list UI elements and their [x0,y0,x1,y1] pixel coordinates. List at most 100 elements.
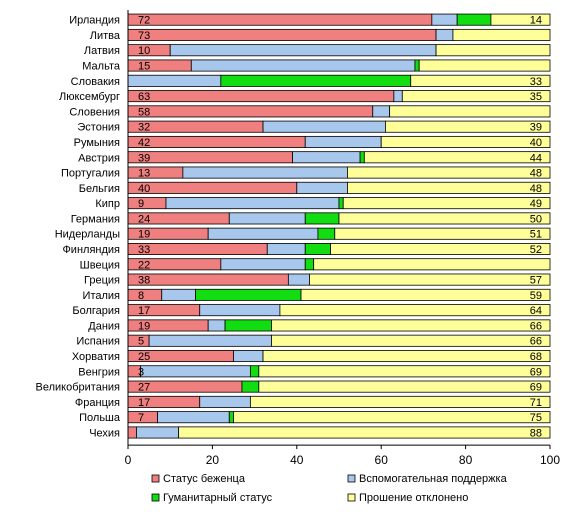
bar-segment [249,365,260,378]
bar-segment [127,288,163,301]
bar-segment [414,59,420,72]
bar-segment [233,350,264,363]
category-label: Польша [79,412,121,424]
bar-segment [182,166,348,179]
data-label: 88 [530,427,542,439]
data-label: 35 [530,91,542,103]
bar-segment [304,135,382,148]
bar-segment [136,426,180,439]
data-label: 39 [530,122,542,134]
data-label: 40 [530,137,542,149]
category-label: Венгрия [78,366,120,378]
legend-swatch [347,474,356,483]
bar-segment [287,273,310,286]
data-label: 71 [530,397,542,409]
legend-label: Гуманитарный статус [163,492,273,504]
data-label: 75 [530,412,542,424]
data-label: 10 [138,45,150,57]
data-label: 14 [530,15,542,27]
data-label: 48 [530,183,542,195]
bar-segment [372,105,391,118]
data-label: 7 [138,412,144,424]
data-label: 51 [530,229,542,241]
category-label: Франция [75,397,120,409]
data-label: 24 [138,213,150,225]
data-label: 19 [138,229,150,241]
x-tick-label: 20 [206,453,220,467]
data-label: 13 [138,168,150,180]
category-label: Дания [88,320,120,332]
bar-segment [342,197,551,210]
bar-segment [292,151,361,164]
bar-segment [127,181,298,194]
category-label: Литва [90,30,121,42]
bar-segment [300,288,551,301]
category-label: Нидерланды [55,229,120,241]
bar-segment [393,90,403,103]
category-label: Болгария [72,305,120,317]
bar-segment [224,319,272,332]
bar-segment [338,197,344,210]
bar-segment [266,242,306,255]
category-label: Германия [71,213,120,225]
bar-segment [199,395,251,408]
data-label: 49 [530,198,542,210]
bar-segment [389,105,551,118]
bar-segment [258,380,551,393]
bar-segment [317,227,336,240]
bar-segment [359,151,365,164]
category-label: Португалия [61,168,120,180]
bar-segment [195,288,302,301]
data-label: 58 [138,106,150,118]
bar-segment [178,426,551,439]
data-label: 69 [530,382,542,394]
category-label: Хорватия [72,351,120,363]
category-label: Греция [84,275,120,287]
bar-segment [435,28,454,41]
category-label: Румыния [74,137,120,149]
category-label: Италия [83,290,121,302]
data-label: 59 [530,290,542,302]
bar-segment [418,59,551,72]
category-label: Испания [76,336,120,348]
data-label: 39 [138,152,150,164]
bar-segment [207,319,226,332]
bar-segment [401,90,551,103]
data-label: 63 [138,91,150,103]
bar-segment [490,13,551,26]
data-label: 68 [530,351,542,363]
bar-segment [228,411,234,424]
category-label: Великобритания [36,382,121,394]
data-label: 69 [530,366,542,378]
category-label: Латвия [84,45,120,57]
bar-segment [127,273,289,286]
bar-segment [435,44,551,57]
bar-segment [363,151,551,164]
data-label: 27 [138,382,150,394]
bar-segment [385,120,551,133]
category-label: Люксембург [59,91,120,103]
data-label: 72 [138,15,150,27]
category-label: Кипр [95,198,120,210]
legend-label: Вспомогательная поддержка [359,473,508,485]
bar-segment [127,28,437,41]
bar-segment [347,181,551,194]
data-label: 17 [138,305,150,317]
bar-segment [304,258,315,271]
data-label: 52 [530,244,542,256]
bar-segment [220,258,306,271]
bar-segment [127,135,306,148]
bar-segment [199,304,281,317]
bar-segment [165,197,340,210]
x-tick-label: 100 [540,453,560,467]
category-label: Чехия [89,427,120,439]
bar-segment [241,380,260,393]
data-label: 9 [138,198,144,210]
bar-segment [338,212,551,225]
bar-segment [309,273,551,286]
data-label: 50 [530,213,542,225]
legend-label: Статус беженца [163,473,246,485]
bar-segment [207,227,319,240]
x-tick-label: 0 [125,453,132,467]
